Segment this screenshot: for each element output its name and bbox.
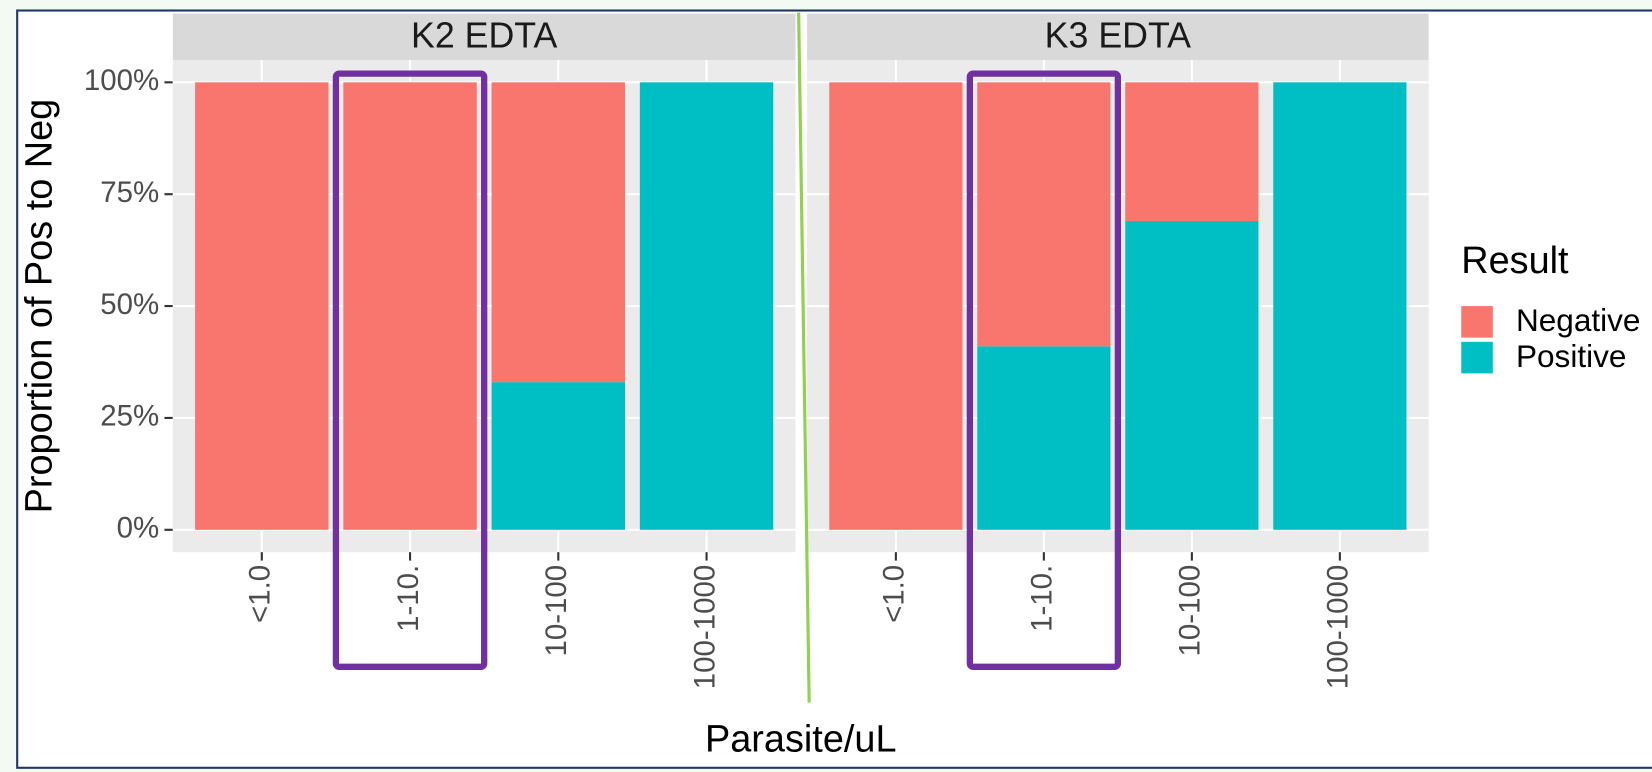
y-tick-label: 0% xyxy=(117,512,160,545)
x-tick-label: <1.0 xyxy=(878,565,911,623)
legend-label: Negative xyxy=(1516,302,1641,338)
highlight-box xyxy=(332,70,488,670)
bar-segment xyxy=(491,82,626,383)
divider-line xyxy=(797,12,811,703)
x-tick-label: 100-1000 xyxy=(688,565,721,689)
bar-segment xyxy=(195,82,329,530)
x-tick-label: 10-100 xyxy=(540,565,573,657)
bar-segment xyxy=(977,82,1111,347)
legend-label: Positive xyxy=(1516,338,1626,374)
x-tick-label: 1-10. xyxy=(392,565,425,632)
x-tick-label: 10-100 xyxy=(1174,565,1207,657)
y-tick-label: 25% xyxy=(100,400,159,433)
bar-segment xyxy=(977,346,1111,530)
y-axis-title: Proportion of Pos to Neg xyxy=(18,99,60,514)
x-axis-title: Parasite/uL xyxy=(705,718,897,760)
strip-label: K3 EDTA xyxy=(1045,15,1192,55)
legend-key xyxy=(1461,306,1493,338)
x-tick-label: 1-10. xyxy=(1026,565,1059,632)
bar-segment xyxy=(829,82,963,530)
x-tick-label: <1.0 xyxy=(244,565,277,623)
y-tick-label: 50% xyxy=(100,288,159,321)
highlight-box xyxy=(966,70,1122,670)
strip xyxy=(172,13,796,60)
bar-segment xyxy=(491,382,626,530)
x-tick-label: 100-1000 xyxy=(1322,565,1355,689)
bar-segment xyxy=(1125,221,1259,530)
bar-segment xyxy=(639,82,774,530)
legend-title: Result xyxy=(1461,240,1569,282)
bar-segment xyxy=(343,82,477,530)
strip-label: K2 EDTA xyxy=(411,15,558,55)
legend-key xyxy=(1461,341,1493,374)
bar-segment xyxy=(1125,82,1259,222)
y-tick-label: 75% xyxy=(100,176,159,209)
y-tick-label: 100% xyxy=(84,64,159,97)
bar-segment xyxy=(1273,82,1407,530)
strip xyxy=(807,13,1429,60)
